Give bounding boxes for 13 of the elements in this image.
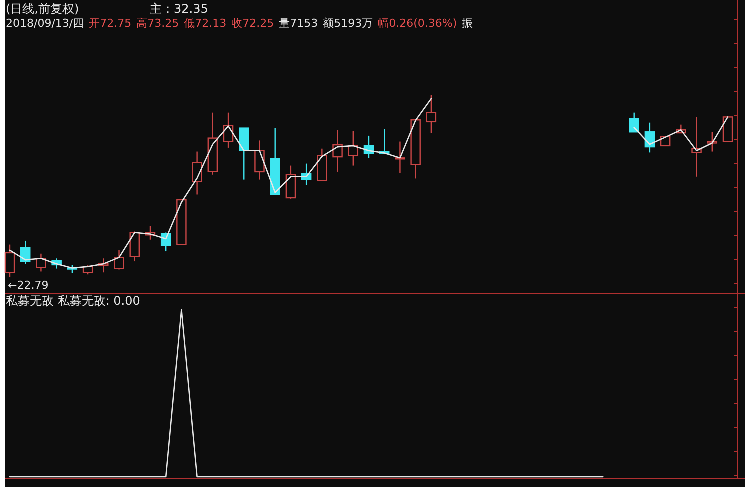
text: 高73.25 xyxy=(136,17,180,30)
text: 主：32.35 xyxy=(150,2,208,16)
text: 开72.75 xyxy=(89,17,132,30)
text: 低72.13 xyxy=(184,17,227,30)
text: 额5193万 xyxy=(323,17,374,30)
chart-title: 私募无敌 私募无敌: 0.00 xyxy=(6,294,140,308)
chart-title: (日线,前复权) xyxy=(6,2,80,16)
text: 2018/09/13/四 xyxy=(6,17,84,30)
text: 振 xyxy=(462,17,474,30)
text: 幅0.26(0.36%) xyxy=(378,17,458,30)
text: 收72.25 xyxy=(232,17,274,30)
text: 量7153 xyxy=(279,17,318,30)
text: ←22.79 xyxy=(8,279,49,292)
